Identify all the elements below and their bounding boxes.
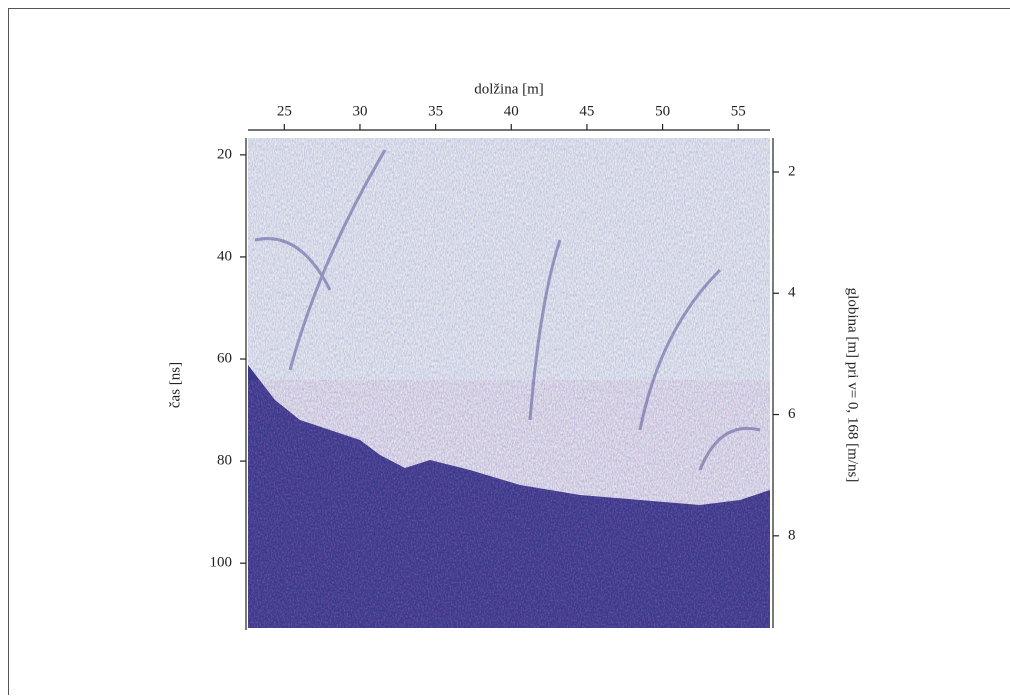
x-tick-label: 25	[277, 103, 292, 119]
y-tick-label: 60	[217, 350, 232, 366]
y-tick-label: 100	[210, 555, 233, 571]
y2-tick-label: 6	[788, 406, 796, 422]
x-tick-label: 35	[428, 103, 443, 119]
y-tick-label: 80	[217, 453, 232, 469]
x-tick-label: 50	[655, 103, 670, 119]
x-tick-label: 55	[731, 103, 746, 119]
y-tick-label: 20	[217, 146, 232, 162]
radargram	[248, 138, 770, 628]
x-tick-label: 40	[504, 103, 519, 119]
y2-tick-label: 8	[788, 527, 796, 543]
y2-tick-label: 2	[788, 163, 796, 179]
y-axis-label: čas [ns]	[167, 362, 183, 408]
y2-tick-label: 4	[788, 285, 796, 301]
x-tick-label: 30	[352, 103, 367, 119]
x-tick-label: 45	[579, 103, 594, 119]
y-tick-label: 40	[217, 248, 232, 264]
x-axis-label: dolžina [m]	[474, 81, 544, 97]
y2-axis-label: globina [m] pri v= 0, 168 [m/ns]	[845, 288, 861, 483]
